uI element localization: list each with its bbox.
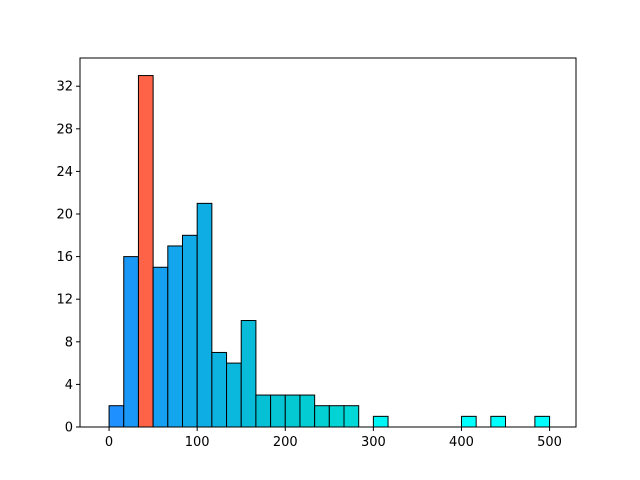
bar <box>460 415 477 428</box>
x-tick-label: 200 <box>273 435 298 450</box>
bar <box>270 394 286 428</box>
y-tick-label: 8 <box>65 335 73 350</box>
x-tick-label: 100 <box>185 435 210 450</box>
bar <box>490 415 507 428</box>
x-axis: 0 100 200 300 400 500 <box>105 427 562 450</box>
bar <box>255 394 272 428</box>
bar <box>167 245 183 428</box>
bar <box>343 405 360 428</box>
y-tick-label: 4 <box>65 378 73 393</box>
bar <box>196 202 213 428</box>
plot-frame <box>79 57 577 428</box>
bars-group <box>108 75 551 428</box>
bar <box>181 234 198 428</box>
bar <box>211 351 228 428</box>
bar <box>328 405 345 428</box>
bar <box>372 415 389 428</box>
x-tick-label: 400 <box>449 435 474 450</box>
y-tick-label: 16 <box>56 250 73 265</box>
y-tick-label: 24 <box>56 165 73 180</box>
y-tick-label: 12 <box>56 293 73 308</box>
bar <box>123 256 139 428</box>
y-tick-label: 32 <box>56 80 73 95</box>
y-axis: 0 4 8 12 16 20 24 28 32 <box>56 80 80 436</box>
x-tick-label: 300 <box>361 435 386 450</box>
bar <box>240 320 257 428</box>
bar <box>226 362 242 428</box>
bar <box>284 394 301 428</box>
bar-highlighted <box>137 75 154 428</box>
bar <box>314 405 330 428</box>
bar <box>299 394 316 428</box>
bar <box>534 415 551 428</box>
bar <box>108 405 125 428</box>
y-tick-label: 0 <box>65 421 73 436</box>
x-tick-label: 500 <box>537 435 562 450</box>
bar <box>152 266 169 428</box>
y-tick-label: 20 <box>56 208 73 223</box>
x-tick-label: 0 <box>105 435 113 450</box>
y-tick-label: 28 <box>56 122 73 137</box>
